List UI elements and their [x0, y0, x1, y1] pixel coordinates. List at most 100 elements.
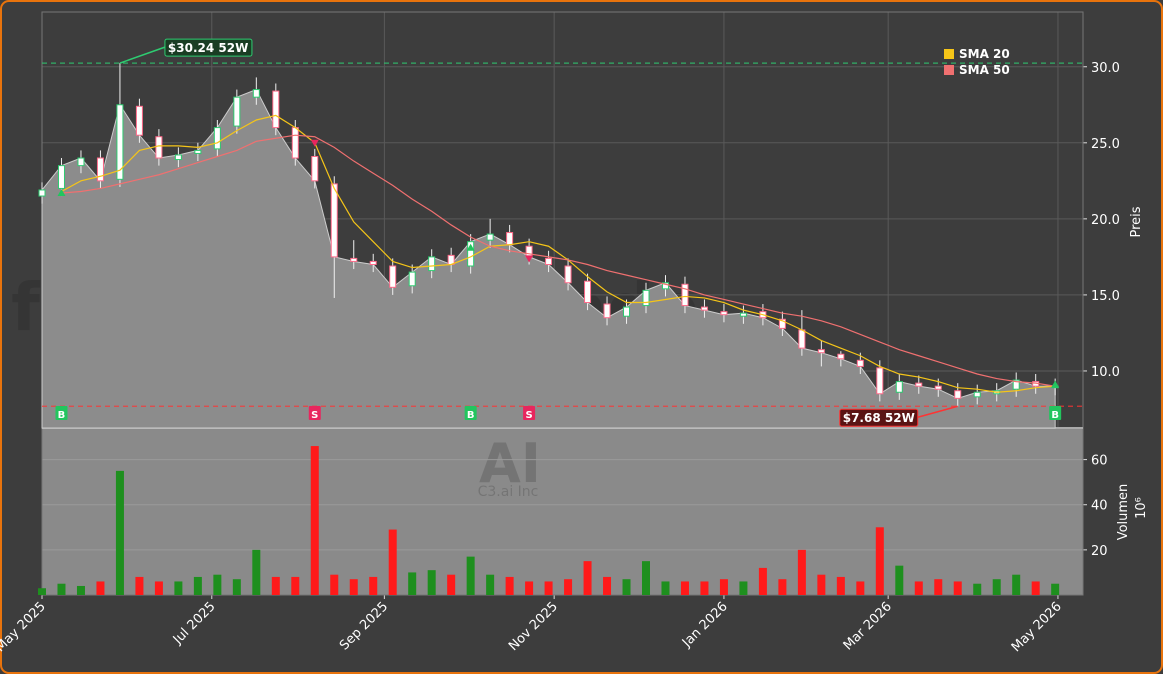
candle-body: [1012, 379, 1020, 390]
candle-body: [934, 385, 942, 390]
volume-bar: [252, 549, 261, 595]
candle-body: [545, 257, 553, 265]
candle-body: [661, 282, 669, 290]
candle-body: [506, 232, 514, 246]
volume-bar: [1012, 574, 1021, 595]
candle-body: [272, 90, 280, 129]
legend-swatch: [944, 65, 954, 75]
signal-box: [55, 406, 68, 420]
volume-bar: [603, 576, 612, 595]
volume-bar: [349, 579, 358, 595]
candle-body: [389, 265, 397, 288]
y-tick-label: 15.0: [1091, 289, 1120, 304]
y-tick-label: 20.0: [1091, 213, 1120, 228]
candle-body: [486, 233, 494, 241]
volume-bar: [875, 527, 884, 595]
volume-bar: [719, 579, 728, 595]
volume-bar: [680, 581, 689, 595]
volume-bar: [174, 581, 183, 595]
volume-bar: [953, 581, 962, 595]
volume-bar: [369, 576, 378, 595]
volume-tick-label: 20: [1091, 544, 1108, 559]
candle-body: [233, 96, 241, 127]
annotation-box: [839, 408, 919, 427]
volume-bar: [388, 529, 397, 595]
volume-panel: [42, 428, 1083, 595]
y-axis-label: Preis: [1129, 206, 1144, 237]
candle-body: [116, 104, 124, 180]
candle-body: [96, 157, 104, 182]
legend-label: SMA 50: [959, 63, 1010, 77]
volume-bar: [778, 579, 787, 595]
candle-body: [778, 318, 786, 329]
volume-bar: [486, 574, 495, 595]
candle-body: [213, 127, 221, 150]
volume-bar: [914, 581, 923, 595]
annotation-label: $30.24 52W: [168, 41, 248, 55]
signal-box: [1049, 406, 1062, 420]
volume-bar: [232, 579, 241, 595]
sma-line: [61, 134, 1056, 387]
volume-bar: [505, 576, 514, 595]
volume-bar: [895, 565, 904, 595]
signal-label: B: [1051, 410, 1059, 421]
y-tick-label: 30.0: [1091, 61, 1120, 76]
volume-bar: [856, 581, 865, 595]
volume-bar: [447, 574, 456, 595]
candle-body: [623, 306, 631, 317]
signal-label: B: [58, 410, 66, 421]
candle-body: [467, 241, 475, 267]
candle-body: [798, 329, 806, 349]
signal-label: S: [525, 410, 532, 421]
candle-body: [174, 154, 182, 161]
signal-marker: [310, 139, 319, 147]
legend-swatch: [944, 49, 954, 59]
volume-bar: [466, 556, 475, 595]
candle-body: [837, 353, 845, 360]
volume-bar: [213, 574, 222, 595]
signal-marker: [57, 189, 66, 197]
annotation-box: [164, 38, 253, 57]
sma-line: [61, 114, 1056, 393]
volume-bar: [291, 576, 300, 595]
volume-bar: [115, 470, 124, 595]
signal-box: [308, 406, 321, 420]
candle-body: [408, 271, 416, 287]
volume-bar: [934, 579, 943, 595]
candle-body: [681, 283, 689, 307]
candle-body: [603, 303, 611, 319]
volume-bar: [427, 570, 436, 595]
candle-body: [564, 265, 572, 284]
candle-body: [252, 89, 260, 98]
candle-body: [642, 289, 650, 307]
company-watermark: C3.ai Inc: [478, 484, 539, 500]
candle-body: [915, 382, 923, 387]
candle-body: [38, 189, 46, 197]
y-tick-label: 10.0: [1091, 365, 1120, 380]
candle-body: [194, 149, 202, 154]
volume-bar: [992, 579, 1001, 595]
candle-body: [369, 260, 377, 265]
volume-bar: [38, 588, 46, 595]
candle-body: [720, 311, 728, 316]
volume-bar: [642, 561, 651, 595]
candle-body: [954, 390, 962, 399]
candle-body: [291, 127, 299, 159]
candle-body: [57, 165, 65, 189]
annotation-arrow: [917, 405, 958, 418]
volume-bar: [154, 581, 163, 595]
volume-axis-label: Volumen: [1116, 484, 1131, 541]
volume-bar: [797, 549, 806, 595]
candle-body: [973, 391, 981, 398]
candle-body: [817, 349, 825, 354]
volume-bar: [271, 576, 280, 595]
volume-bar: [836, 576, 845, 595]
annotation-label: $7.68 52W: [843, 411, 915, 425]
volume-bar: [525, 581, 534, 595]
volume-bar: [564, 579, 573, 595]
annotation-arrow: [119, 46, 166, 64]
volume-bar: [330, 574, 339, 595]
candle-body: [584, 280, 592, 304]
legend-label: SMA 20: [959, 47, 1010, 61]
